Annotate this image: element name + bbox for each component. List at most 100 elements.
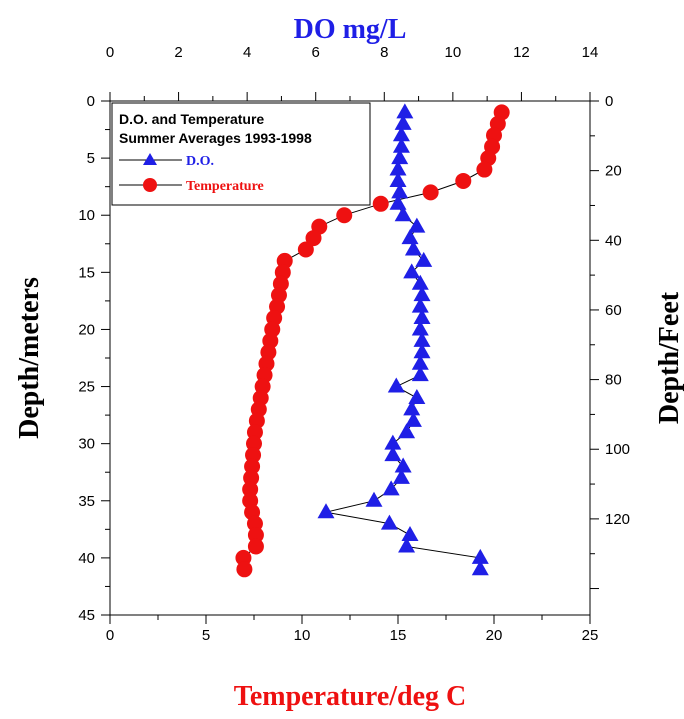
legend-box xyxy=(111,102,371,206)
do-point xyxy=(382,480,400,496)
bottom-tick-label: 25 xyxy=(582,627,599,644)
right-axis-title: Depth/Feet xyxy=(654,291,684,424)
top-tick-label: 12 xyxy=(513,44,530,61)
do-point xyxy=(394,457,412,473)
left-tick-label: 25 xyxy=(78,379,95,396)
do-point xyxy=(411,274,429,290)
do-point xyxy=(384,434,402,450)
top-tick-label: 0 xyxy=(106,44,114,61)
left-tick-label: 10 xyxy=(78,207,95,224)
markers-layer xyxy=(235,103,510,578)
do-point xyxy=(391,149,409,165)
do-point xyxy=(413,331,431,347)
left-tick-label: 40 xyxy=(78,550,95,567)
temperature-point xyxy=(305,230,322,247)
legend: D.O. and Temperature Summer Averages 199… xyxy=(111,102,371,206)
top-tick-label: 10 xyxy=(445,44,462,61)
left-tick-label: 35 xyxy=(78,493,95,510)
legend-temp-marker xyxy=(143,178,157,192)
do-point xyxy=(404,411,422,427)
do-point xyxy=(471,548,489,564)
temperature-point xyxy=(246,435,262,452)
temperature-point xyxy=(476,161,493,178)
bottom-tick-label: 15 xyxy=(390,627,407,644)
do-point xyxy=(380,514,398,530)
do-point xyxy=(398,423,416,439)
do-point xyxy=(403,263,421,279)
temperature-point xyxy=(236,561,253,578)
ticks-layer: 0 2 4 6 8 10 12 14 0 5 10 15 20 25 0 5 10 15 20 25 30 35 40 45 0… xyxy=(78,44,630,644)
temperature-point xyxy=(422,184,439,201)
do-point xyxy=(413,286,431,302)
do-point xyxy=(411,354,429,370)
do-point xyxy=(408,388,426,404)
right-tick-label: 80 xyxy=(605,372,622,389)
temperature-point xyxy=(246,424,263,441)
left-axis-title: Depth/meters xyxy=(14,277,45,439)
do-point xyxy=(408,217,426,233)
do-point xyxy=(403,400,421,416)
do-point xyxy=(389,194,407,210)
do-point xyxy=(387,377,405,393)
top-axis-title: DO mg/L xyxy=(294,14,407,45)
do-point xyxy=(392,468,410,484)
do-point xyxy=(411,366,429,382)
left-tick-label: 20 xyxy=(78,321,95,338)
do-point xyxy=(365,491,383,507)
bottom-tick-label: 20 xyxy=(486,627,503,644)
left-tick-label: 5 xyxy=(87,150,95,167)
left-tick-label: 30 xyxy=(78,436,95,453)
do-point xyxy=(413,309,431,325)
legend-do-marker xyxy=(143,153,157,165)
do-point xyxy=(394,206,412,222)
temperature-point xyxy=(245,447,262,464)
left-tick-label: 45 xyxy=(78,607,95,624)
legend-do-label: D.O. xyxy=(186,154,214,169)
right-tick-label: 60 xyxy=(605,302,622,319)
top-tick-label: 6 xyxy=(312,44,320,61)
temperature-point xyxy=(247,538,264,555)
left-tick-label: 0 xyxy=(87,93,95,110)
right-tick-label: 120 xyxy=(605,511,630,528)
do-point xyxy=(384,446,402,462)
right-tick-label: 0 xyxy=(605,93,613,110)
right-tick-label: 40 xyxy=(605,232,622,249)
temperature-point xyxy=(247,527,264,544)
do-point xyxy=(394,114,412,130)
temperature-point xyxy=(242,481,259,498)
temperature-point xyxy=(372,195,389,212)
do-point xyxy=(401,229,419,245)
top-tick-label: 8 xyxy=(380,44,388,61)
do-point xyxy=(413,343,431,359)
left-tick-label: 15 xyxy=(78,264,95,281)
temperature-point xyxy=(235,549,252,566)
do-point xyxy=(392,137,410,153)
top-tick-label: 14 xyxy=(582,44,599,61)
temperature-point xyxy=(297,241,314,258)
do-point xyxy=(398,537,416,553)
top-tick-label: 2 xyxy=(174,44,182,61)
do-point xyxy=(471,560,489,576)
temperature-point xyxy=(336,207,353,224)
legend-title-line1: D.O. and Temperature xyxy=(119,111,264,127)
temperature-point xyxy=(243,469,260,486)
right-tick-label: 20 xyxy=(605,163,622,180)
do-point xyxy=(392,126,410,142)
do-point xyxy=(401,526,419,542)
temperature-point xyxy=(246,515,263,532)
right-tick-label: 100 xyxy=(605,441,630,458)
do-point xyxy=(404,240,422,256)
do-point xyxy=(389,160,407,176)
bottom-tick-label: 5 xyxy=(202,627,210,644)
top-tick-label: 4 xyxy=(243,44,251,61)
do-point xyxy=(415,251,433,267)
do-point xyxy=(317,503,335,519)
temperature-point xyxy=(244,458,261,475)
bottom-tick-label: 0 xyxy=(106,627,114,644)
do-point xyxy=(396,103,414,119)
do-point xyxy=(391,183,409,199)
bottom-tick-label: 10 xyxy=(294,627,311,644)
legend-title-line2: Summer Averages 1993-1998 xyxy=(119,130,312,146)
legend-temp-label: Temperature xyxy=(186,179,264,194)
